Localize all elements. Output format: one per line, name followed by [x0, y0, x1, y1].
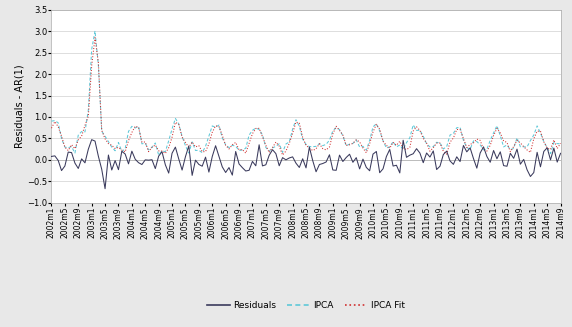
- Residuals: [557, 151, 564, 155]
- Line: Residuals: Residuals: [51, 140, 561, 189]
- IPCA: [541, 140, 547, 144]
- IPCA: [155, 153, 162, 157]
- IPCA: [557, 142, 564, 146]
- IPCA: [118, 150, 125, 154]
- IPCA Fit: [557, 141, 564, 145]
- Residuals: [476, 151, 483, 155]
- IPCA Fit: [541, 140, 547, 144]
- Residuals: [541, 149, 547, 153]
- IPCA Fit: [48, 126, 55, 130]
- Y-axis label: Residuals - AR(1): Residuals - AR(1): [14, 64, 25, 148]
- Residuals: [413, 147, 420, 151]
- IPCA Fit: [279, 153, 286, 157]
- Line: IPCA Fit: IPCA Fit: [51, 38, 561, 155]
- IPCA: [476, 143, 483, 147]
- Residuals: [82, 161, 89, 165]
- IPCA Fit: [276, 144, 283, 148]
- IPCA Fit: [82, 123, 89, 127]
- Line: IPCA: IPCA: [51, 31, 561, 155]
- IPCA Fit: [476, 138, 483, 142]
- IPCA Fit: [413, 125, 420, 129]
- Residuals: [279, 156, 286, 160]
- IPCA Fit: [118, 148, 125, 152]
- IPCA: [92, 29, 98, 33]
- IPCA: [279, 150, 286, 154]
- Residuals: [88, 138, 95, 142]
- IPCA: [413, 129, 420, 132]
- Residuals: [102, 187, 109, 191]
- IPCA: [48, 119, 55, 123]
- IPCA: [82, 130, 89, 134]
- Residuals: [122, 152, 129, 156]
- Residuals: [48, 154, 55, 158]
- IPCA Fit: [92, 36, 98, 40]
- Legend: Residuals, IPCA, IPCA Fit: Residuals, IPCA, IPCA Fit: [204, 298, 408, 314]
